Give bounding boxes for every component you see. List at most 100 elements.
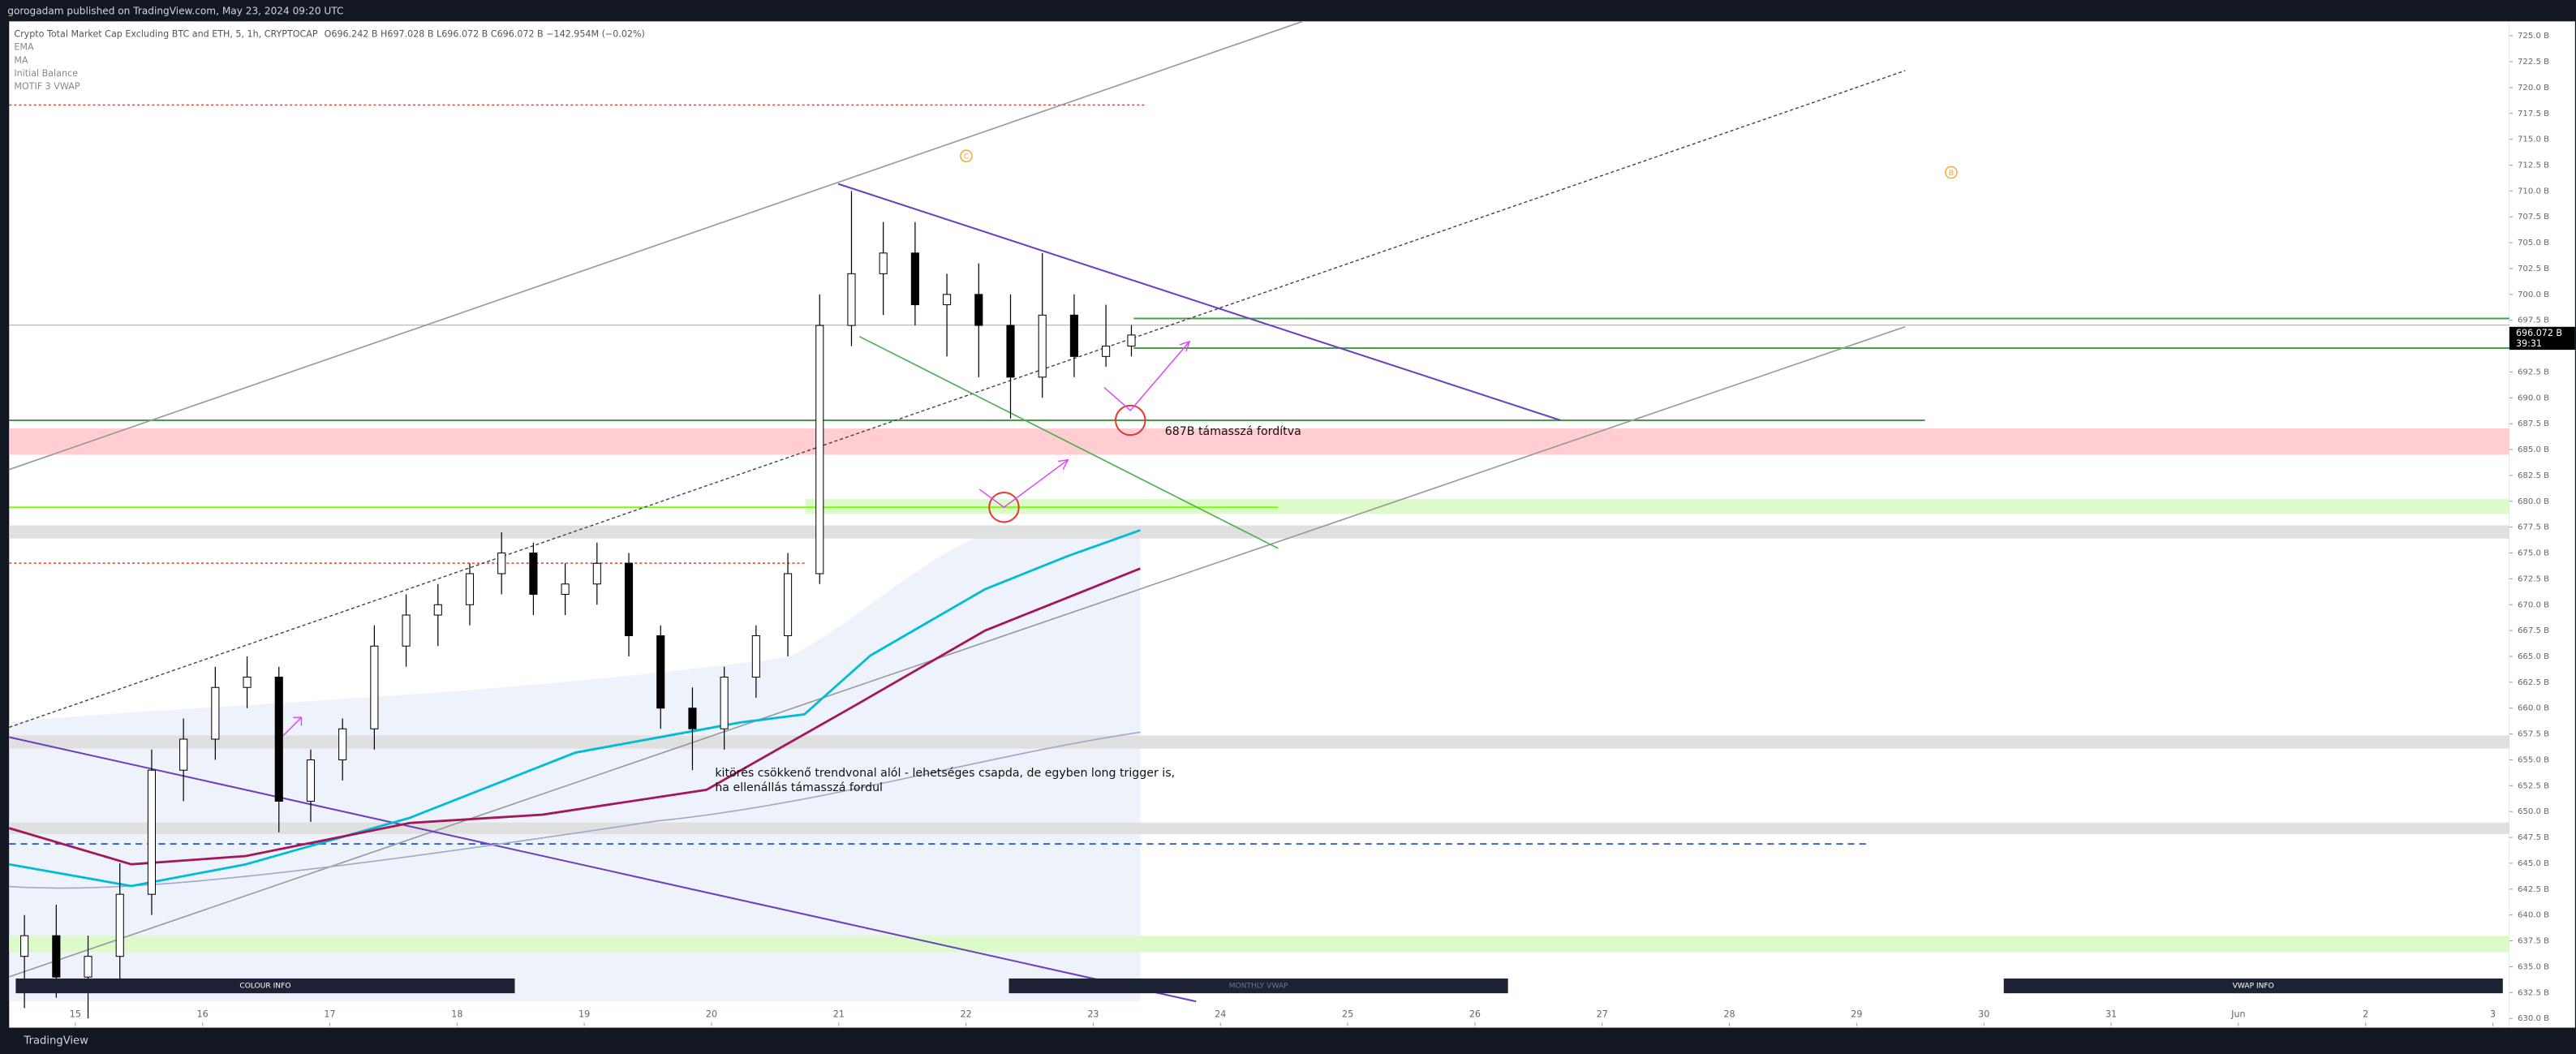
candle-body xyxy=(52,935,61,978)
symbol: Crypto Total Market Cap Excluding BTC an… xyxy=(14,28,318,39)
candle-body xyxy=(1006,325,1015,378)
y-tick-label: 677.5 B xyxy=(2518,523,2549,532)
annotation: kitörés csökkenő trendvonal alól - lehet… xyxy=(715,767,1175,780)
gray-zone xyxy=(9,822,2509,834)
x-tick-label: 30 xyxy=(1978,1009,1989,1019)
y-tick-label: 640.0 B xyxy=(2518,911,2549,920)
x-tick-label: 16 xyxy=(197,1009,209,1019)
green-zone xyxy=(9,936,2509,953)
y-tick-label: 707.5 B xyxy=(2518,213,2549,222)
x-tick-label: 31 xyxy=(2105,1009,2117,1019)
candle-body xyxy=(370,645,379,729)
ohlc: O696.242 B H697.028 B L696.072 B C696.07… xyxy=(325,28,645,39)
candle-body xyxy=(1038,314,1047,378)
info-button[interactable] xyxy=(1008,978,1508,994)
x-tick-label: 19 xyxy=(578,1009,590,1019)
candle-body xyxy=(211,686,220,740)
y-tick-label: 652.5 B xyxy=(2518,781,2549,790)
trendline xyxy=(837,183,1561,421)
y-tick-label: 697.5 B xyxy=(2518,316,2549,325)
indicator-label: MOTIF 3 VWAP xyxy=(14,81,80,92)
y-tick-label: 700.0 B xyxy=(2518,290,2549,299)
y-tick-label: 667.5 B xyxy=(2518,626,2549,635)
x-tick-label: 29 xyxy=(1851,1009,1862,1019)
candle-body xyxy=(592,562,601,585)
y-tick-label: 670.0 B xyxy=(2518,600,2549,609)
y-tick-label: 642.5 B xyxy=(2518,885,2549,894)
brand[interactable]: TradingView xyxy=(24,1035,89,1047)
y-tick-label: 712.5 B xyxy=(2518,161,2549,170)
candle-body xyxy=(306,759,316,802)
x-tick-label: 23 xyxy=(1087,1009,1099,1019)
candle-body xyxy=(1102,346,1111,357)
channel-mid xyxy=(9,70,1906,729)
candle-body xyxy=(115,893,124,957)
candle-body xyxy=(847,273,856,326)
channel-line xyxy=(9,20,1303,471)
y-tick-label: 675.0 B xyxy=(2518,549,2549,558)
y-tick-label: 637.5 B xyxy=(2518,937,2549,946)
y-tick-label: 650.0 B xyxy=(2518,807,2549,816)
info-button[interactable] xyxy=(15,978,515,994)
x-tick-label: 18 xyxy=(451,1009,462,1019)
candle-body xyxy=(815,325,824,574)
marker-label: C xyxy=(964,153,969,161)
x-tick-label: 24 xyxy=(1215,1009,1226,1019)
x-tick-label: 20 xyxy=(706,1009,717,1019)
button-label[interactable]: VWAP INFO xyxy=(2233,983,2274,991)
x-tick-label: 25 xyxy=(1342,1009,1353,1019)
resistance-zone xyxy=(9,428,2509,455)
y-tick-label: 720.0 B xyxy=(2518,84,2549,92)
candle-body xyxy=(656,635,665,709)
annotation: 687B támasszá fordítva xyxy=(1165,425,1301,438)
gray-zone xyxy=(9,735,2509,749)
price-axis xyxy=(2509,21,2575,1028)
candle-body xyxy=(879,252,888,274)
x-tick-label: Jun xyxy=(2230,1009,2245,1019)
y-tick-label: 647.5 B xyxy=(2518,833,2549,842)
candle-body xyxy=(784,573,793,637)
y-tick-label: 665.0 B xyxy=(2518,652,2549,661)
y-tick-label: 645.0 B xyxy=(2518,859,2549,868)
candle-body xyxy=(624,562,634,637)
x-tick-label: 28 xyxy=(1723,1009,1735,1019)
candle-body xyxy=(465,573,475,605)
x-tick-label: 27 xyxy=(1597,1009,1608,1019)
footer-bar xyxy=(1,1027,2575,1054)
x-tick-label: 3 xyxy=(2490,1009,2496,1019)
info-button[interactable] xyxy=(2003,978,2503,994)
countdown: 39:31 xyxy=(2516,338,2542,349)
button-label[interactable]: COLOUR INFO xyxy=(239,983,290,991)
indicator-label: MA xyxy=(14,55,28,66)
y-tick-label: 660.0 B xyxy=(2518,704,2549,713)
x-tick-label: 22 xyxy=(961,1009,972,1019)
y-tick-label: 657.5 B xyxy=(2518,730,2549,739)
symbol-legend: Crypto Total Market Cap Excluding BTC an… xyxy=(14,28,644,39)
indicator-line xyxy=(8,567,1141,866)
channel-line xyxy=(9,325,1906,978)
circle-marker xyxy=(988,491,1020,523)
candle-body xyxy=(274,676,283,802)
candle-body xyxy=(497,553,506,574)
y-tick-label: 692.5 B xyxy=(2518,368,2549,376)
y-tick-label: 630.0 B xyxy=(2518,1014,2549,1023)
candle-body xyxy=(433,604,442,616)
candle-body xyxy=(688,708,697,729)
candle-body xyxy=(20,935,29,957)
marker xyxy=(960,149,973,163)
candle-body xyxy=(243,676,252,688)
y-tick-label: 655.0 B xyxy=(2518,755,2549,764)
chart-layer xyxy=(8,191,1141,1019)
candle-body xyxy=(402,614,411,647)
button-label[interactable]: MONTHLY VWAP xyxy=(1229,983,1288,991)
gray-zone xyxy=(9,525,2509,539)
candle-body xyxy=(84,956,92,978)
vwap-band xyxy=(9,525,1141,1002)
y-tick-label: 685.0 B xyxy=(2518,445,2549,454)
y-tick-label: 717.5 B xyxy=(2518,110,2549,118)
y-tick-label: 715.0 B xyxy=(2518,136,2549,144)
y-tick-label: 680.0 B xyxy=(2518,497,2549,506)
y-tick-label: 725.0 B xyxy=(2518,32,2549,41)
indicator-label: EMA xyxy=(14,42,34,53)
